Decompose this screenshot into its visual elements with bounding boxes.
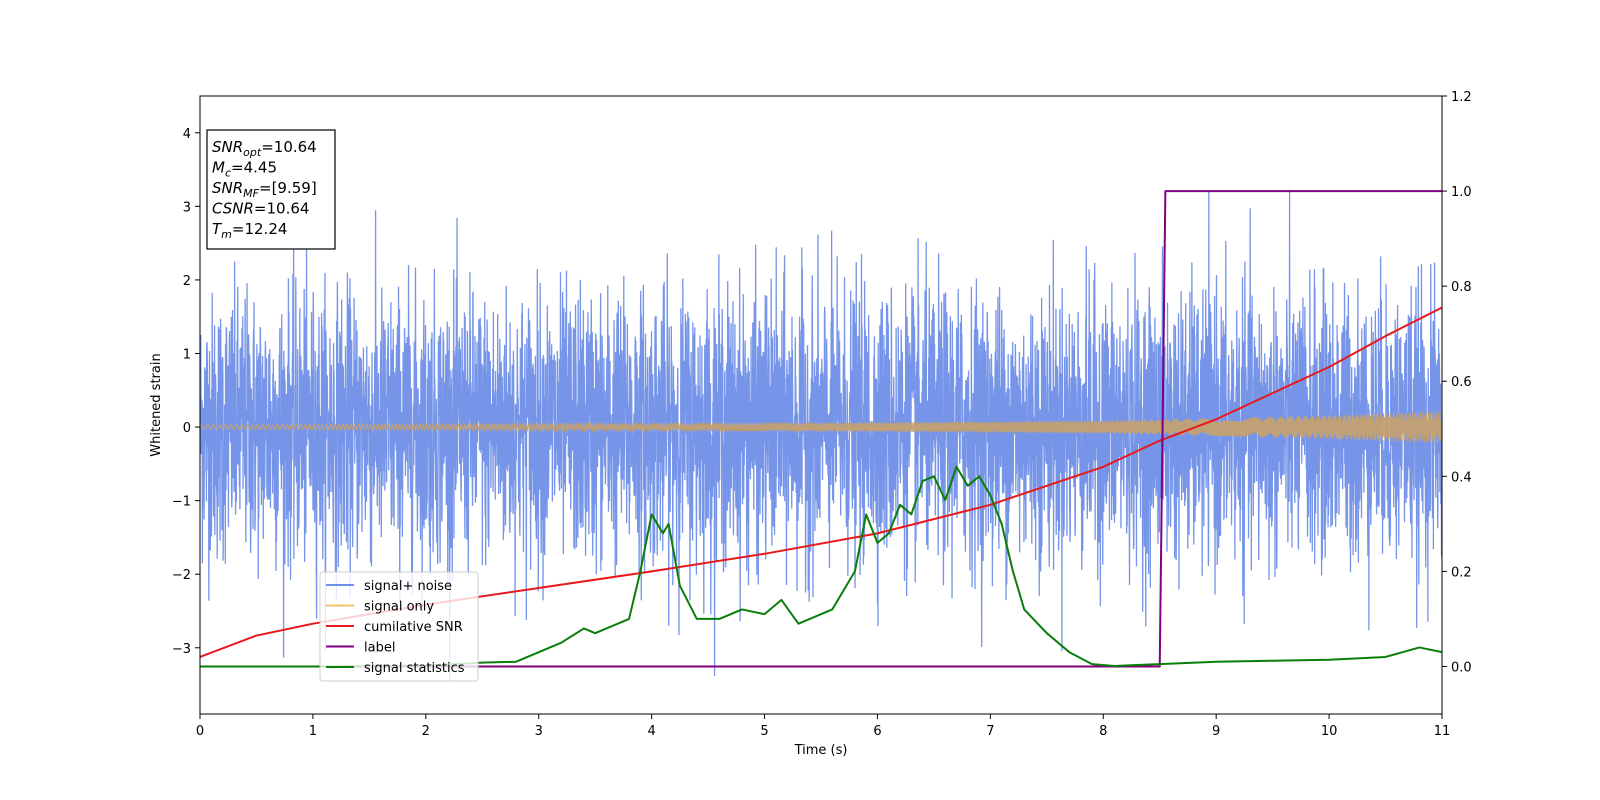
info-box: SNRopt=10.64Mc=4.45SNRMF=[9.59]CSNR=10.6… (206, 129, 336, 250)
y-left-tick-label: 0 (183, 421, 191, 436)
info-box-line: Mc=4.45 (212, 159, 277, 180)
y-right-tick-label: 1.2 (1451, 90, 1472, 105)
x-tick-label: 1 (309, 724, 317, 739)
y-left-tick-label: 3 (183, 200, 191, 215)
y-axis-title: Whitened strain (149, 353, 164, 456)
y-right-tick-label: 0.8 (1451, 280, 1472, 295)
axes-layer: 0 1 2 3 4 5 6 7 8 9 10 1143210−1−2−31.21.00.80.60.4… (172, 90, 1472, 739)
info-box-line: CSNR=10.64 (212, 200, 309, 218)
y-right-tick-label: 0.0 (1451, 660, 1472, 675)
y-right-tick-label: 0.2 (1451, 565, 1472, 580)
y-left-tick-label: −3 (172, 642, 191, 657)
series-signal-only-line (200, 411, 1442, 443)
x-tick-label: 2 (422, 724, 430, 739)
x-axis-title: Time (s) (794, 743, 848, 758)
info-box-frame (206, 129, 336, 250)
info-box-line: Tm=12.24 (212, 220, 287, 241)
x-tick-label: 9 (1212, 724, 1220, 739)
y-left-tick-label: 2 (183, 274, 191, 289)
legend-label: signal only (364, 600, 434, 615)
legend-frame (319, 571, 479, 682)
y-left-tick-label: −2 (172, 568, 191, 583)
y-left-tick-label: −1 (172, 495, 191, 510)
plot-area-frame (199, 95, 1443, 715)
info-box-line: SNRMF=[9.59] (212, 179, 317, 200)
x-tick-label: 0 (196, 724, 204, 739)
legend: signal+ noise signal only cumilative SNR la… (319, 571, 479, 682)
x-tick-label: 6 (873, 724, 881, 739)
legend-label: signal+ noise (364, 579, 452, 594)
y-right-tick-label: 1.0 (1451, 185, 1472, 200)
legend-label: cumilative SNR (364, 620, 463, 635)
x-tick-label: 3 (535, 724, 543, 739)
series-signal-statistics-line (200, 465, 1442, 668)
legend-label: signal statistics (364, 661, 465, 676)
x-tick-label: 8 (1099, 724, 1107, 739)
x-tick-label: 5 (760, 724, 768, 739)
y-left-tick-label: 1 (183, 348, 191, 363)
series-signal-noise-line (200, 189, 1442, 681)
y-right-tick-label: 0.6 (1451, 375, 1472, 390)
x-tick-label: 11 (1434, 724, 1451, 739)
info-box-line: SNRopt=10.64 (212, 138, 317, 159)
legend-label: label (364, 641, 395, 656)
x-tick-label: 7 (986, 724, 994, 739)
x-tick-label: 10 (1321, 724, 1338, 739)
x-tick-label: 4 (647, 724, 655, 739)
y-right-tick-label: 0.4 (1451, 470, 1472, 485)
y-left-tick-label: 4 (183, 127, 191, 142)
series-label-line (200, 190, 1442, 668)
